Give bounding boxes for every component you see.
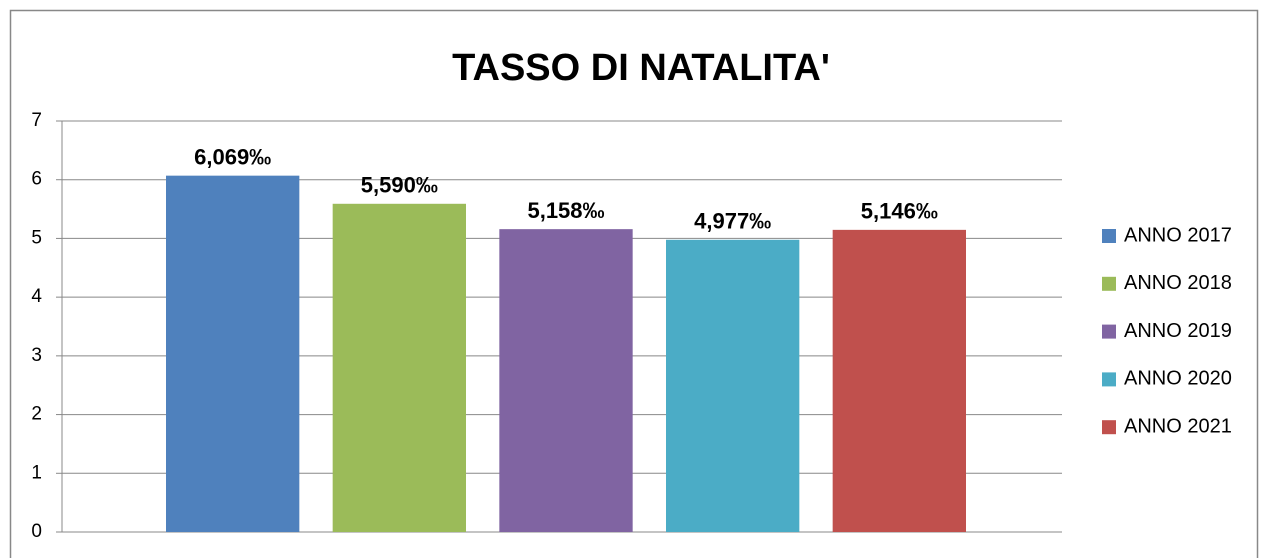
legend-label: ANNO 2018: [1124, 272, 1232, 294]
bar: [166, 175, 300, 532]
y-tick-label: 3: [31, 345, 42, 366]
y-tick-label: 5: [31, 227, 42, 248]
y-tick-label: 6: [31, 169, 42, 190]
data-label: 5,590‰: [361, 173, 438, 198]
legend-swatch: [1102, 229, 1116, 243]
legend-label: ANNO 2019: [1124, 320, 1232, 342]
legend-swatch: [1102, 372, 1116, 387]
legend-label: ANNO 2020: [1124, 368, 1232, 390]
legend-swatch: [1102, 324, 1116, 339]
bar: [332, 203, 466, 532]
bar: [832, 229, 966, 532]
data-label: 4,977‰: [694, 209, 771, 234]
data-label: 5,146‰: [861, 199, 938, 224]
legend-swatch: [1102, 420, 1116, 435]
data-label: 6,069‰: [194, 144, 271, 169]
y-tick-label: 2: [31, 404, 42, 425]
y-tick-label: 7: [31, 110, 42, 131]
legend-swatch: [1102, 276, 1116, 291]
data-label: 5,158‰: [527, 198, 604, 223]
y-tick-label: 0: [31, 521, 42, 542]
y-tick-label: 4: [31, 286, 42, 307]
bar: [499, 229, 633, 532]
y-tick-label: 1: [31, 462, 42, 483]
legend-label: ANNO 2017: [1124, 224, 1232, 246]
chart-title: TASSO DI NATALITA': [452, 47, 830, 89]
legend-label: ANNO 2021: [1124, 415, 1232, 437]
bar: [666, 239, 800, 533]
